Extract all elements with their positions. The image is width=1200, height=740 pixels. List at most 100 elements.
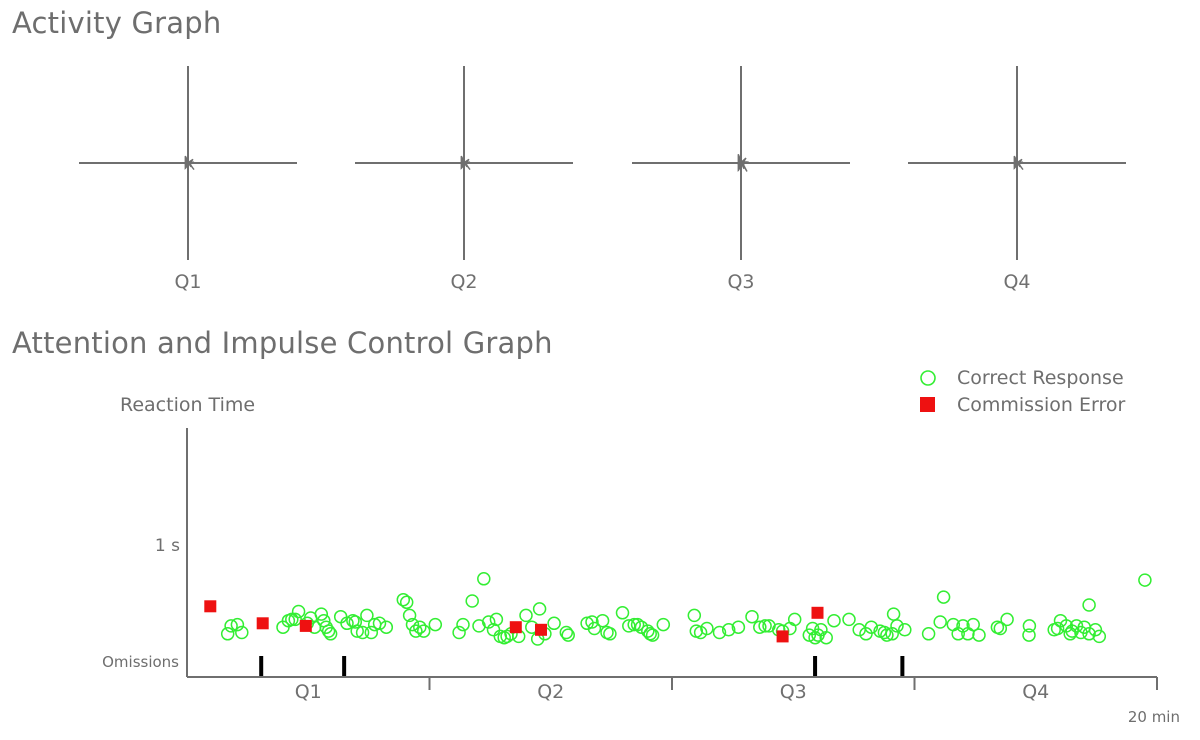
activity-quarter-label: Q2	[450, 271, 477, 293]
correct-response-point	[880, 628, 894, 642]
commission-error-point	[299, 619, 312, 632]
correct-response-point	[360, 608, 374, 623]
correct-response-point	[946, 617, 961, 632]
correct-response-point	[493, 629, 508, 644]
correct-response-point	[530, 632, 545, 646]
correct-response-point	[1088, 623, 1103, 637]
legend-commission-marker	[920, 397, 935, 412]
correct-response-point	[1077, 620, 1092, 634]
correct-response-point	[600, 625, 614, 640]
x-quarter-label: Q1	[295, 681, 322, 703]
correct-response-point	[317, 613, 331, 628]
correct-response-point	[346, 613, 360, 628]
correct-response-point	[643, 627, 657, 641]
correct-response-point	[276, 620, 290, 634]
commission-error-point	[535, 623, 547, 636]
correct-response-point	[333, 609, 348, 624]
correct-response-point	[630, 617, 645, 632]
correct-response-point	[814, 623, 828, 637]
correct-response-point	[230, 617, 245, 632]
activity-trace	[737, 153, 750, 172]
correct-response-point	[877, 625, 892, 640]
correct-response-point	[587, 621, 602, 636]
x-end-label: 20 min	[1128, 708, 1180, 726]
correct-response-point	[340, 616, 354, 631]
correct-response-point	[1050, 621, 1065, 636]
correct-response-point	[859, 627, 873, 641]
correct-response-point	[1069, 619, 1084, 633]
correct-response-point	[966, 617, 980, 632]
correct-response-point	[291, 604, 306, 619]
correct-response-point	[615, 606, 630, 620]
correct-response-point	[525, 620, 539, 634]
correct-response-point	[532, 602, 547, 616]
correct-response-point	[314, 607, 329, 621]
correct-response-point	[350, 624, 364, 638]
correct-response-point	[224, 619, 238, 633]
correct-response-point	[561, 628, 575, 642]
correct-response-point	[428, 617, 443, 632]
correct-response-point	[783, 621, 797, 636]
correct-response-point	[402, 608, 417, 623]
correct-response-point	[559, 625, 574, 640]
correct-response-point	[504, 627, 518, 641]
correct-response-point	[409, 624, 423, 638]
correct-response-point	[990, 620, 1005, 634]
correct-response-point	[413, 620, 427, 634]
correct-response-point	[842, 612, 856, 627]
correct-response-point	[693, 625, 708, 640]
correct-response-point	[956, 619, 970, 633]
correct-response-point	[634, 620, 649, 634]
correct-response-point	[416, 624, 431, 638]
activity-plot-q4: Q4	[908, 66, 1126, 293]
correct-response-point	[367, 617, 382, 632]
correct-response-point	[321, 624, 336, 638]
correct-response-point	[627, 617, 641, 632]
correct-response-point	[1047, 623, 1061, 637]
omissions-label: Omissions	[102, 653, 179, 671]
correct-response-point	[497, 630, 511, 645]
correct-response-point	[885, 627, 899, 641]
commission-error-point	[509, 621, 522, 634]
correct-response-point	[285, 612, 299, 627]
legend-commission-label: Commission Error	[957, 394, 1125, 416]
activity-graph-title: Activity Graph	[12, 6, 222, 40]
omission-mark	[813, 656, 818, 676]
correct-response-point	[603, 627, 617, 641]
correct-response-point	[355, 625, 370, 640]
correct-response-point	[961, 627, 975, 641]
correct-response-point	[481, 615, 496, 629]
legend: Correct Response Commission Error	[920, 367, 1125, 416]
correct-response-point	[511, 629, 526, 644]
x-quarter-label: Q3	[780, 681, 807, 703]
correct-response-point	[852, 623, 866, 637]
x-quarter-label: Q2	[537, 681, 564, 703]
commission-error-point	[811, 606, 824, 619]
correct-response-point	[307, 620, 322, 634]
correct-response-point	[472, 619, 486, 633]
correct-response-point	[405, 617, 420, 632]
activity-plots: Q1 Q2 Q3 Q4	[79, 66, 1126, 293]
correct-response-point	[731, 620, 746, 634]
correct-response-point	[580, 616, 594, 631]
correct-response-point	[721, 623, 736, 637]
correct-response-point	[1082, 598, 1096, 612]
activity-plot-q1: Q1	[79, 66, 297, 293]
activity-graph: Q1 Q2 Q3 Q4	[79, 66, 1126, 293]
correct-response-point	[303, 611, 318, 625]
correct-response-point	[753, 620, 767, 634]
y-tick-label-1s: 1 s	[155, 536, 180, 556]
correct-response-point	[622, 619, 636, 633]
correct-response-point	[500, 629, 514, 644]
legend-correct-marker	[920, 370, 936, 386]
correct-response-point	[547, 616, 561, 631]
activity-trace	[184, 155, 195, 171]
correct-response-point	[689, 624, 704, 638]
commission-error-point	[776, 630, 789, 643]
activity-quarter-label: Q3	[727, 271, 754, 293]
correct-response-point	[811, 628, 825, 642]
correct-response-point	[1065, 624, 1079, 638]
correct-response-point	[538, 627, 552, 641]
correct-response-point	[762, 619, 776, 633]
correct-response-point	[519, 608, 533, 623]
